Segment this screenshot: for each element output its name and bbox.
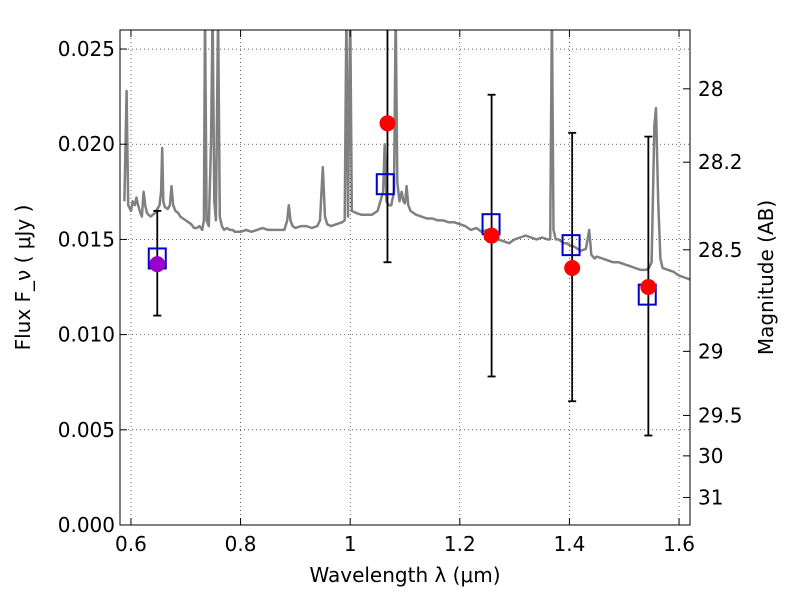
x-tick-label: 1.4 [554, 532, 586, 556]
axis-ticks: 0.6 0.8 1 1.2 1.4 1.6 0.000 0.005 0.010 0.015 0.02… [58, 30, 743, 556]
x-tick-label: 1.6 [663, 532, 695, 556]
y2-tick-label: 28.2 [698, 150, 743, 174]
spectrum-series [123, 30, 690, 281]
y-tick-label: 0.025 [58, 37, 115, 61]
y-tick-label: 0.010 [58, 323, 115, 347]
y2-tick-label: 31 [698, 485, 723, 509]
error-bars [153, 30, 653, 437]
spectrum-line [123, 30, 690, 281]
observed-point [483, 227, 500, 244]
x-tick-label: 1 [344, 532, 357, 556]
y2-tick-label: 30 [698, 444, 723, 468]
plot-frame [119, 29, 691, 526]
y2-axis-label: Magnitude (AB) [754, 200, 778, 355]
y-tick-label: 0.015 [58, 227, 115, 251]
observed-point [149, 256, 166, 273]
x-tick-label: 1.2 [444, 532, 476, 556]
y2-tick-label: 29 [698, 339, 723, 363]
y-tick-label: 0.005 [58, 418, 115, 442]
observed-point [640, 279, 657, 296]
observed-point [564, 259, 581, 276]
x-tick-label: 0.8 [225, 532, 257, 556]
x-axis-label: Wavelength λ (μm) [309, 563, 500, 587]
y-tick-label: 0.020 [58, 132, 115, 156]
y2-tick-label: 28 [698, 77, 723, 101]
y2-tick-label: 28.5 [698, 238, 743, 262]
y-tick-label: 0.000 [58, 513, 115, 537]
x-tick-label: 0.6 [115, 532, 147, 556]
model-point [561, 234, 581, 257]
model-point [375, 173, 395, 196]
observed-points [149, 115, 657, 296]
y2-tick-label: 29.5 [698, 403, 743, 427]
y-axis-label: Flux F_ν ( μJy ) [11, 205, 35, 351]
observed-point [379, 115, 396, 132]
